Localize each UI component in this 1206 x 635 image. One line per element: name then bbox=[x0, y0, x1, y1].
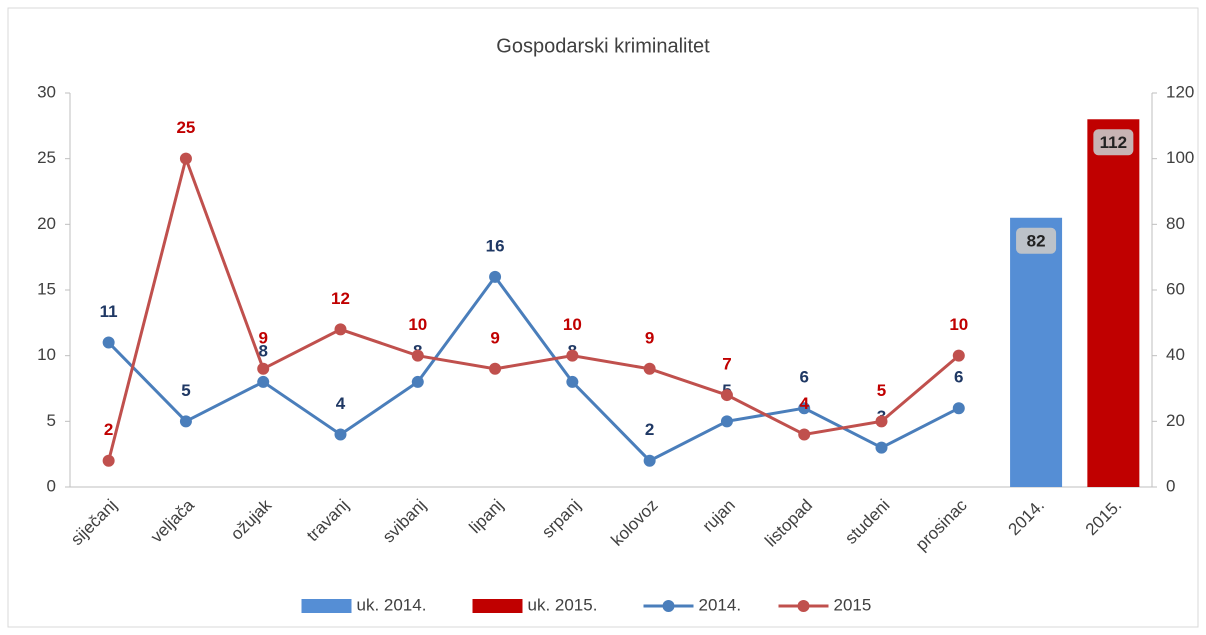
y-tick-label: 5 bbox=[47, 411, 56, 430]
legend-label: uk. 2015. bbox=[528, 595, 598, 614]
y2-tick-label: 100 bbox=[1166, 148, 1194, 167]
line bbox=[107, 153, 960, 462]
point bbox=[257, 375, 270, 388]
legend-swatch bbox=[301, 599, 352, 613]
point bbox=[798, 428, 811, 441]
data-label: 16 bbox=[486, 236, 505, 255]
y2-tick-label: 120 bbox=[1166, 82, 1194, 101]
data-label: 9 bbox=[258, 328, 267, 347]
legend-label: 2014. bbox=[699, 595, 742, 614]
data-label: 11 bbox=[100, 302, 118, 321]
data-label: 4 bbox=[336, 394, 346, 413]
data-label: 2 bbox=[645, 420, 654, 439]
point bbox=[489, 270, 502, 283]
bar-label: 112 bbox=[1100, 133, 1127, 152]
bar-label: 82 bbox=[1027, 231, 1046, 250]
data-label: 2 bbox=[104, 420, 113, 439]
point bbox=[798, 402, 811, 415]
point bbox=[334, 323, 347, 336]
line bbox=[107, 274, 960, 463]
data-label: 10 bbox=[408, 315, 427, 334]
point bbox=[489, 362, 502, 375]
point bbox=[952, 402, 965, 415]
y-tick-label: 25 bbox=[37, 148, 56, 167]
data-label: 10 bbox=[949, 315, 968, 334]
point bbox=[566, 375, 579, 388]
y2-tick-label: 80 bbox=[1166, 214, 1185, 233]
data-label: 6 bbox=[954, 368, 963, 387]
y-tick-label: 10 bbox=[37, 345, 56, 364]
point bbox=[875, 415, 888, 428]
chart-frame bbox=[7, 7, 1199, 628]
legend-marker bbox=[797, 600, 810, 612]
point bbox=[875, 441, 888, 454]
point bbox=[411, 375, 424, 388]
data-label: 5 bbox=[877, 381, 886, 400]
data-label: 9 bbox=[645, 328, 654, 347]
legend-swatch bbox=[472, 599, 523, 613]
point bbox=[720, 415, 733, 428]
point bbox=[643, 362, 656, 375]
point bbox=[952, 349, 965, 362]
bar bbox=[1087, 119, 1140, 488]
bar bbox=[1010, 217, 1063, 487]
point bbox=[334, 428, 347, 441]
chart-title: Gospodarski kriminalitet bbox=[496, 35, 710, 57]
point bbox=[102, 454, 115, 467]
y-tick-label: 30 bbox=[37, 82, 56, 101]
point bbox=[566, 349, 579, 362]
legend-marker bbox=[662, 600, 675, 612]
point bbox=[643, 454, 656, 467]
data-label: 7 bbox=[722, 355, 731, 374]
y2-tick-label: 20 bbox=[1166, 411, 1185, 430]
point bbox=[257, 362, 270, 375]
data-label: 9 bbox=[490, 328, 499, 347]
y-tick-label: 0 bbox=[47, 476, 56, 495]
data-label: 10 bbox=[563, 315, 582, 334]
bar-label-box bbox=[1016, 227, 1057, 254]
point bbox=[179, 415, 192, 428]
y2-tick-label: 0 bbox=[1166, 476, 1175, 495]
point bbox=[411, 349, 424, 362]
data-label: 8 bbox=[258, 341, 267, 360]
point bbox=[102, 336, 115, 349]
data-label: 5 bbox=[181, 381, 190, 400]
data-label: 12 bbox=[331, 289, 350, 308]
data-label: 6 bbox=[799, 368, 808, 387]
y2-tick-label: 40 bbox=[1166, 345, 1185, 364]
bar-label-box bbox=[1093, 129, 1134, 156]
y-tick-label: 15 bbox=[37, 279, 56, 298]
y2-tick-label: 60 bbox=[1166, 279, 1185, 298]
data-label: 4 bbox=[799, 394, 809, 413]
legend-label: uk. 2014. bbox=[357, 595, 427, 614]
legend-label: 2015 bbox=[834, 595, 872, 614]
point bbox=[720, 389, 733, 402]
y-tick-label: 20 bbox=[37, 214, 56, 233]
data-label: 25 bbox=[176, 118, 195, 137]
point bbox=[179, 152, 192, 165]
